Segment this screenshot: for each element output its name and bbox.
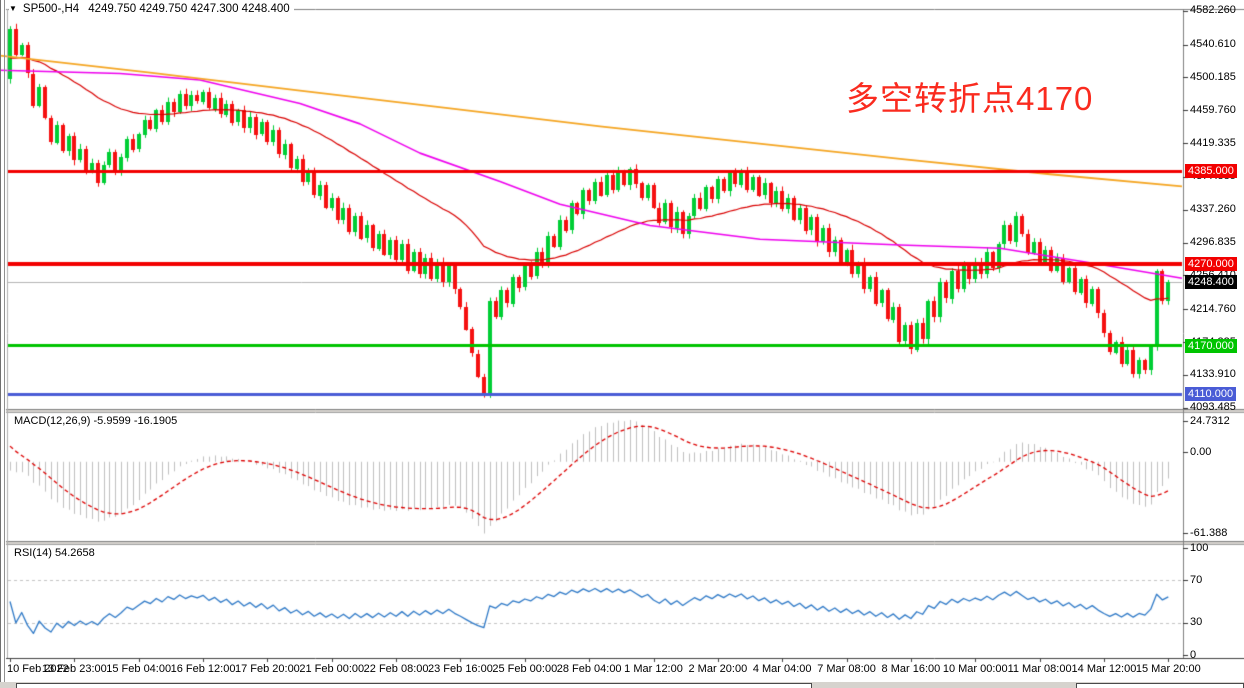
workspace-left-border [0,0,1,688]
time-axis-label[interactable]: 10 Mar 00:00 [942,663,1008,675]
rsi-scale-label: 0 [1190,648,1197,661]
price-tick-label: 4459.760 [1190,103,1236,116]
price-level-badge: 4110.000 [1185,387,1237,402]
time-axis-label[interactable]: 17 Feb 20:00 [234,663,300,675]
time-axis-label[interactable]: 16 Feb 12:00 [170,663,236,675]
price-tick-label: 4093.485 [1190,401,1236,414]
price-tick-label: 4419.335 [1190,136,1236,149]
price-level-badge: 4385.000 [1185,164,1237,178]
time-axis-label[interactable]: 2 Mar 20:00 [688,663,748,675]
price-tick-label: 4337.260 [1190,203,1236,216]
time-axis-label[interactable]: 22 Feb 08:00 [363,663,429,675]
rsi-indicator-label: RSI(14) 54.2658 [14,547,95,559]
time-axis-label[interactable]: 25 Feb 00:00 [492,663,558,675]
time-axis-label[interactable]: 15 Mar 20:00 [1135,663,1201,675]
symbol-timeframe-label: SP500-,H4 [22,3,80,15]
price-tick-label: 4500.185 [1190,70,1236,83]
symbol-dropdown-icon[interactable]: ▼ [9,4,17,13]
rsi-scale-label: 70 [1190,573,1203,586]
rsi-scale-label: 30 [1190,616,1203,629]
turning-point-annotation: 多空转折点4170 [846,80,1094,117]
rsi-scale-label: 100 [1190,541,1209,554]
price-tick-label: 4540.610 [1190,38,1236,51]
price-tick-label: 4214.760 [1190,302,1236,315]
rsi-name: RSI(14) [14,547,52,559]
time-axis-label[interactable]: 8 Mar 16:00 [881,663,941,675]
price-tick-label: 4296.835 [1190,236,1236,249]
price-tick-label: 4133.910 [1190,368,1236,381]
time-axis-label[interactable]: 23 Feb 16:00 [428,663,493,675]
ohlc-values: 4249.750 4249.750 4247.300 4248.400 [88,3,290,15]
time-axis-label[interactable]: 10 Feb 2022 [7,663,69,675]
time-axis-label[interactable]: 15 Feb 04:00 [106,663,172,675]
time-axis-label[interactable]: 1 Mar 12:00 [624,663,683,675]
macd-current-values: -5.9599 -16.1905 [93,415,178,427]
macd-scale-label: -61.388 [1190,527,1228,539]
macd-name: MACD(12,26,9) [14,415,91,427]
time-axis-label[interactable]: 14 Mar 12:00 [1071,663,1137,675]
price-tick-label: 4582.260 [1190,4,1236,17]
bid-price-badge: 4248.400 [1185,274,1237,289]
rsi-current-value: 54.2658 [54,547,95,559]
time-axis-label[interactable]: 13 Feb 23:00 [41,663,107,675]
price-level-badge: 4270.000 [1185,257,1237,272]
time-axis-label[interactable]: 7 Mar 08:00 [817,663,876,675]
background-window-edge[interactable] [1076,683,1244,688]
macd-scale-label: 24.7312 [1190,415,1230,427]
macd-indicator-label: MACD(12,26,9) -5.9599 -16.1905 [14,415,177,427]
macd-scale-label: 0.00 [1190,446,1212,458]
time-axis-label[interactable]: 21 Feb 00:00 [299,663,365,675]
time-axis-label[interactable]: 4 Mar 04:00 [752,663,812,675]
time-axis-label[interactable]: 28 Feb 04:00 [556,663,622,675]
price-level-badge: 4170.000 [1185,338,1237,353]
chart-title: ▼ SP500-,H4 4249.750 4249.750 4247.300 424… [9,3,294,15]
background-window-edge[interactable] [16,683,812,688]
chart-left-border [4,0,5,688]
time-axis-label[interactable]: 11 Mar 08:00 [1007,663,1072,675]
background-windows-strip [0,682,1244,688]
